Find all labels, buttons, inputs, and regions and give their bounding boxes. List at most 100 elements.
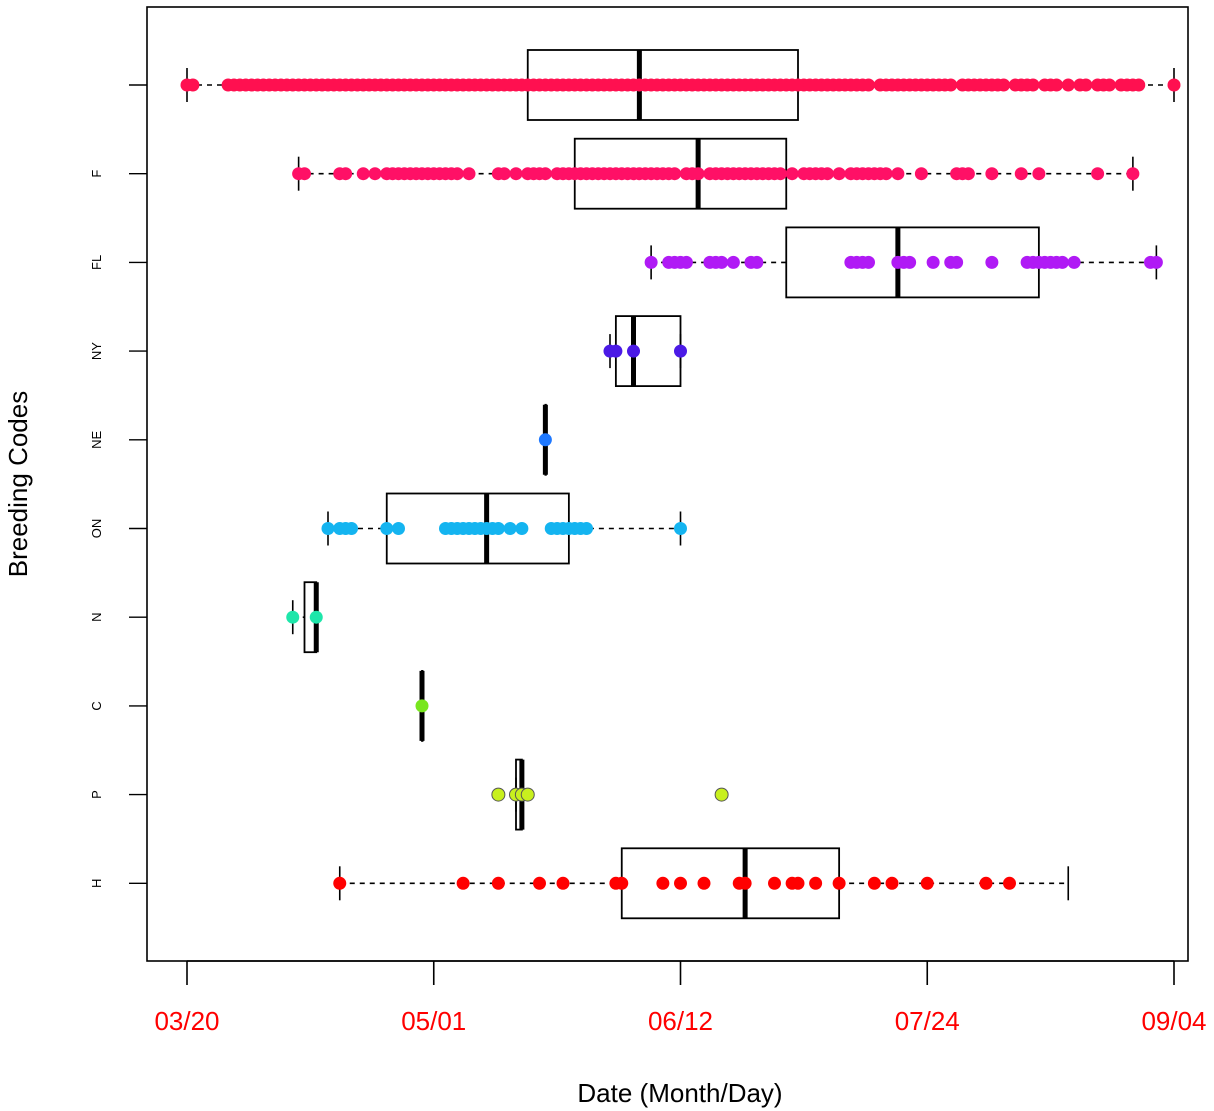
data-point [368, 167, 382, 181]
data-point [1050, 78, 1063, 92]
data-point [1003, 876, 1016, 890]
data-point [339, 167, 353, 181]
x-axis-title: Date (Month/Day) [577, 1078, 782, 1108]
data-point [1102, 78, 1116, 92]
y-tick-label-p: P [89, 790, 104, 799]
data-point [450, 167, 464, 181]
data-point [1126, 167, 1140, 181]
data-point [321, 522, 335, 535]
data-point [674, 344, 687, 358]
y-tick-label-fl: FL [89, 255, 104, 270]
data-point [538, 433, 552, 447]
data-point [714, 787, 729, 802]
data-point [862, 255, 875, 269]
data-point [944, 78, 958, 92]
data-point [862, 78, 875, 92]
data-point [885, 876, 899, 890]
category-h [333, 847, 1070, 920]
x-tick-label: 06/12 [648, 1006, 713, 1036]
data-point [497, 167, 511, 181]
data-point [1061, 78, 1075, 92]
data-point [926, 255, 940, 269]
data-point [1026, 78, 1040, 92]
data-point [1091, 167, 1105, 181]
category-fl [644, 226, 1163, 299]
iqr-box [620, 847, 841, 920]
category-ne [538, 403, 552, 476]
data-point [903, 255, 917, 269]
data-point [615, 876, 629, 890]
y-tick-label-ny: NY [89, 342, 104, 360]
data-point [832, 167, 846, 181]
data-point [298, 167, 311, 181]
data-point [738, 876, 752, 890]
data-point [644, 255, 658, 269]
y-tick-label-h: H [89, 879, 104, 888]
data-point [380, 522, 394, 535]
data-point [950, 255, 964, 269]
data-point [773, 167, 787, 181]
category-unlabeled [180, 49, 1181, 121]
data-point [961, 167, 975, 181]
data-point [679, 255, 693, 269]
data-point [891, 167, 905, 181]
data-point [1132, 78, 1146, 92]
data-point [832, 876, 846, 890]
data-point [533, 876, 546, 890]
data-point [674, 522, 687, 535]
data-point [356, 167, 370, 181]
data-point [609, 344, 623, 358]
data-point [1014, 167, 1028, 181]
data-point [914, 167, 928, 181]
data-point [515, 522, 529, 535]
data-point [538, 167, 552, 181]
category-p [491, 758, 729, 831]
x-tick-label: 05/01 [401, 1006, 466, 1036]
boxplot-layer [180, 49, 1181, 920]
y-tick-label-on: ON [89, 519, 104, 539]
data-point [392, 522, 405, 535]
data-point [456, 876, 470, 890]
data-point [491, 522, 505, 535]
data-point [415, 699, 429, 713]
data-point [920, 876, 934, 890]
data-point [1032, 167, 1046, 181]
data-point [809, 876, 823, 890]
data-point [309, 610, 323, 624]
data-point [1055, 255, 1069, 269]
data-point [791, 876, 805, 890]
data-point [503, 522, 517, 535]
y-tick-label-c: C [89, 701, 104, 710]
y-tick-label-ne: NE [89, 430, 104, 448]
data-point [333, 876, 347, 890]
data-point [715, 255, 729, 269]
data-point [1079, 78, 1093, 92]
data-point [820, 167, 834, 181]
data-point [1149, 255, 1163, 269]
category-f [292, 137, 1140, 210]
data-point [286, 610, 300, 624]
data-point [491, 876, 505, 890]
data-point [985, 167, 999, 181]
data-point [1067, 255, 1081, 269]
data-point [697, 876, 711, 890]
data-point [979, 876, 993, 890]
data-point [750, 255, 764, 269]
data-point [656, 876, 670, 890]
data-point [1167, 78, 1181, 92]
x-axis: 03/20 05/01 06/12 07/24 09/04 [154, 960, 1207, 1036]
y-tick-label-n: N [89, 613, 104, 622]
plot-frame [146, 6, 1189, 962]
y-axis-title: Breeding Codes [3, 391, 33, 577]
data-point [674, 876, 687, 890]
data-point [491, 787, 506, 802]
iqr-box [614, 315, 682, 388]
x-tick-label: 09/04 [1141, 1006, 1206, 1036]
data-point [520, 787, 535, 802]
category-on [321, 492, 687, 565]
data-point [867, 876, 881, 890]
data-point [186, 78, 200, 92]
data-point [509, 167, 523, 181]
data-point [726, 255, 740, 269]
y-axis: F FL NY NE ON N C P H [89, 84, 147, 888]
